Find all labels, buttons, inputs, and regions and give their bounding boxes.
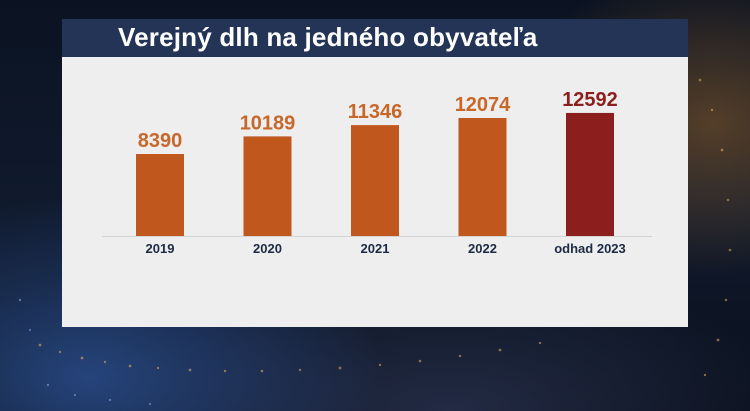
chart-title: Verejný dlh na jedného obyvateľa [118,22,538,52]
category-label-4: odhad 2023 [554,241,626,256]
value-label-4: 12592 [562,89,618,111]
value-label-1: 10189 [240,112,296,134]
bar-4 [566,112,614,236]
category-label-2: 2021 [361,241,390,256]
bar-2 [351,125,399,236]
value-label-2: 11346 [348,101,403,123]
bar-chart: 8390 2019 10189 2020 11346 2021 12074 2022 12592… [102,89,652,256]
category-label-1: 2020 [253,241,282,256]
bar-0 [136,154,184,236]
bar-3 [458,117,507,236]
value-label-3: 12074 [455,94,511,116]
category-label-0: 2019 [146,241,175,256]
title-bar: Verejný dlh na jedného obyvateľa [62,19,688,57]
bar-1 [243,136,292,236]
category-label-3: 2022 [468,241,497,256]
value-label-0: 8390 [138,130,183,152]
chart-panel: 8390 2019 10189 2020 11346 2021 12074 2022 12592… [62,57,688,327]
